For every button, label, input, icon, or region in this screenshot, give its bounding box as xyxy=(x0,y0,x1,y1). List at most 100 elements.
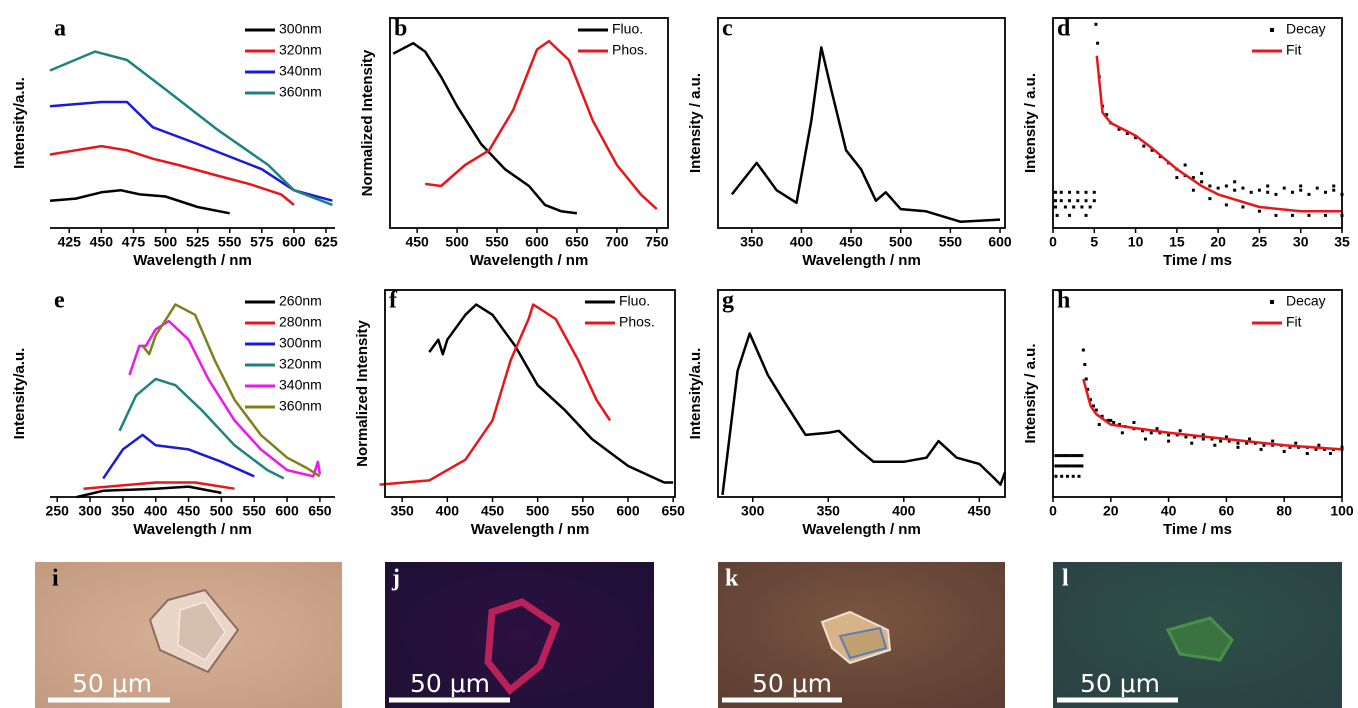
data-point xyxy=(1299,184,1303,188)
x-tick-label: 20 xyxy=(1210,234,1226,250)
data-point xyxy=(1262,443,1266,447)
x-tick-label: 650 xyxy=(308,503,332,519)
x-tick-label: 525 xyxy=(186,234,210,250)
data-point xyxy=(1074,454,1078,458)
data-point xyxy=(1307,213,1311,217)
legend-label: 260nm xyxy=(279,293,322,309)
data-point xyxy=(1081,348,1085,352)
x-axis-label: Time / ms xyxy=(1163,521,1232,538)
data-point xyxy=(1077,464,1081,468)
data-point xyxy=(1057,454,1061,458)
data-point xyxy=(1299,188,1303,192)
legend-label: 320nm xyxy=(279,356,322,372)
data-point xyxy=(1332,184,1336,188)
data-point xyxy=(1084,190,1088,194)
panel-label: f xyxy=(389,288,398,314)
data-point xyxy=(1080,205,1084,209)
data-point xyxy=(1065,464,1069,468)
series-line xyxy=(76,485,222,499)
data-point xyxy=(1274,192,1278,196)
data-point xyxy=(1105,113,1109,117)
x-tick-label: 25 xyxy=(1252,234,1268,250)
y-axis-label: Intensity / a.u. xyxy=(687,73,704,173)
crystal xyxy=(1165,616,1234,662)
data-point xyxy=(1076,190,1080,194)
x-tick-label: 600 xyxy=(275,503,299,519)
legend-label: Fluo. xyxy=(619,293,650,309)
data-point xyxy=(1096,41,1100,45)
data-point xyxy=(1084,213,1088,217)
x-tick-label: 600 xyxy=(616,503,640,519)
data-point xyxy=(1053,199,1057,203)
x-tick-label: 450 xyxy=(405,234,429,250)
x-tick-label: 450 xyxy=(90,234,114,250)
chart-panel: 450 500 550 600 650 700 750 Wavelength / nm Norm… xyxy=(359,16,669,269)
legend-label: Decay xyxy=(1286,21,1326,37)
x-tick-label: 10 xyxy=(1128,234,1144,250)
scale-label: 50 μm xyxy=(72,669,152,698)
data-point xyxy=(1201,437,1205,441)
data-point xyxy=(1143,437,1147,441)
data-point xyxy=(1068,199,1072,203)
x-tick-label: 400 xyxy=(436,503,460,519)
scale-label: 50 μm xyxy=(1080,669,1160,698)
legend-label: 300nm xyxy=(279,335,322,351)
data-point xyxy=(1315,186,1319,190)
data-point xyxy=(1191,188,1195,192)
x-tick-label: 450 xyxy=(177,503,201,519)
x-tick-label: 5 xyxy=(1090,234,1098,250)
y-axis-label: Intensity/a.u. xyxy=(11,348,28,440)
series-line xyxy=(49,144,295,206)
data-point xyxy=(1149,431,1153,435)
data-point xyxy=(1224,435,1228,439)
chart-panel: 0 5 10 15 20 25 30 35 Time / ms Intensity / a.u. d… xyxy=(1022,16,1350,269)
data-point xyxy=(1076,199,1080,203)
scale-label: 50 μm xyxy=(410,669,490,698)
chart-panel: 350 400 450 500 550 600 650 Wavelength / nm Norm… xyxy=(354,288,685,538)
series-line xyxy=(721,332,1007,496)
series-line xyxy=(1095,55,1342,213)
x-axis-label: Time / ms xyxy=(1163,252,1232,269)
panel-label: h xyxy=(1057,288,1070,314)
x-tick-label: 500 xyxy=(445,234,469,250)
data-point xyxy=(1084,377,1088,381)
panel-label: b xyxy=(394,16,407,42)
plot-frame xyxy=(717,17,1006,229)
data-point xyxy=(1271,439,1275,443)
x-tick-label: 500 xyxy=(210,503,234,519)
x-tick-label: 550 xyxy=(571,503,595,519)
data-point xyxy=(1063,464,1067,468)
series-line xyxy=(1082,378,1343,451)
x-tick-label: 350 xyxy=(740,234,764,250)
x-tick-label: 35 xyxy=(1334,234,1350,250)
legend-label: Phos. xyxy=(612,42,648,58)
data-point xyxy=(1053,190,1057,194)
data-point xyxy=(1266,190,1270,194)
data-point xyxy=(1290,190,1294,194)
data-point xyxy=(1117,127,1121,131)
x-tick-label: 250 xyxy=(46,503,70,519)
x-tick-label: 600 xyxy=(525,234,549,250)
legend-label: 320nm xyxy=(279,42,322,58)
data-point xyxy=(1059,199,1063,203)
data-point xyxy=(1080,454,1084,458)
legend-label: Fit xyxy=(1286,42,1302,58)
x-tick-label: 650 xyxy=(565,234,589,250)
legend-label: 280nm xyxy=(279,314,322,330)
data-point xyxy=(1065,454,1069,458)
data-point xyxy=(1074,464,1078,468)
x-axis-label: Wavelength / nm xyxy=(133,252,252,269)
series-line xyxy=(379,303,612,486)
data-point xyxy=(1134,136,1138,140)
y-axis-label: Normalized Intensity xyxy=(359,49,376,196)
legend-label: Fit xyxy=(1286,314,1302,330)
x-tick-label: 60 xyxy=(1219,503,1235,519)
data-point xyxy=(1294,441,1298,445)
data-point xyxy=(1249,190,1253,194)
series-line xyxy=(730,46,1001,223)
legend-label: Decay xyxy=(1286,293,1326,309)
data-point xyxy=(1328,452,1332,456)
data-point xyxy=(1236,445,1240,449)
x-tick-label: 40 xyxy=(1161,503,1177,519)
legend-label: 300nm xyxy=(279,21,322,37)
